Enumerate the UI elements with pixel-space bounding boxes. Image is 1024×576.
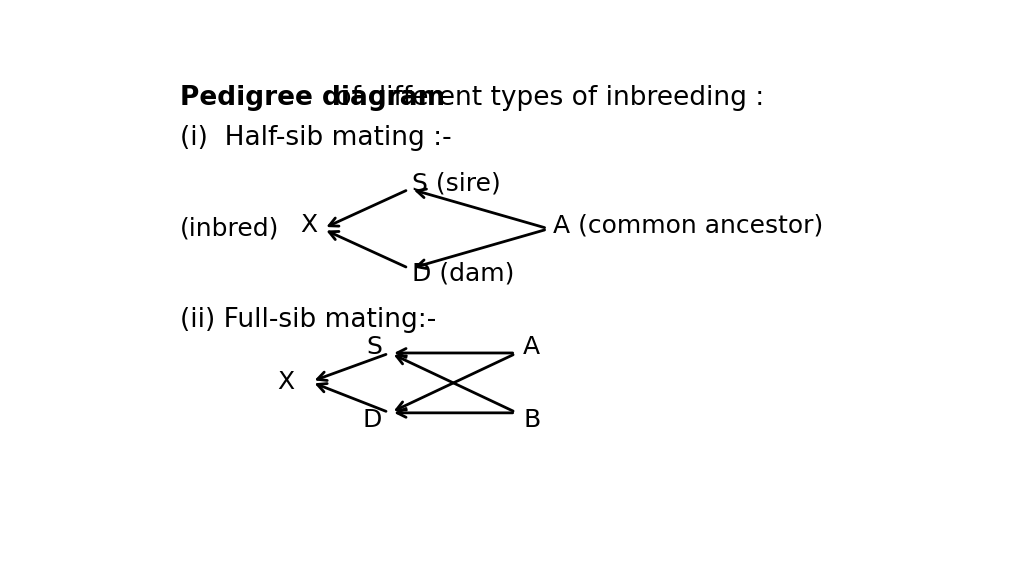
Text: S (sire): S (sire) xyxy=(412,172,501,195)
Text: B: B xyxy=(523,407,541,431)
Text: of different types of inbreeding :: of different types of inbreeding : xyxy=(328,85,765,111)
Text: Pedigree diagram: Pedigree diagram xyxy=(179,85,444,111)
Text: A (common ancestor): A (common ancestor) xyxy=(553,213,823,237)
Text: A: A xyxy=(523,335,541,359)
Text: X: X xyxy=(300,213,316,237)
Text: (inbred): (inbred) xyxy=(179,217,279,241)
Text: (ii) Full-sib mating:-: (ii) Full-sib mating:- xyxy=(179,306,436,333)
Text: D (dam): D (dam) xyxy=(412,261,514,285)
Text: D: D xyxy=(362,407,382,431)
Text: (i)  Half-sib mating :-: (i) Half-sib mating :- xyxy=(179,125,452,151)
Text: S: S xyxy=(366,335,382,359)
Text: X: X xyxy=(278,370,295,394)
